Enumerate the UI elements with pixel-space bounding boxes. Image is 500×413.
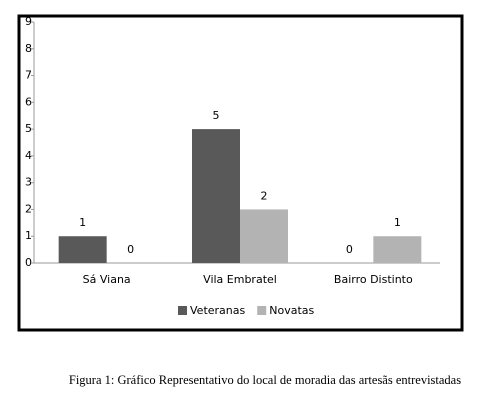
frame (17, 14, 464, 332)
bar (373, 236, 422, 263)
data-label: 0 (346, 243, 353, 256)
y-tick-label: 3 (25, 176, 32, 189)
data-label: 5 (213, 109, 220, 122)
legend-swatch (257, 306, 267, 315)
bar (58, 236, 107, 263)
y-tick-label: 5 (25, 122, 32, 135)
y-tick-label: 0 (25, 256, 32, 269)
x-tick-label: Vila Embratel (203, 273, 277, 286)
y-tick-label: 2 (25, 202, 32, 215)
data-label: 2 (261, 189, 268, 202)
y-tick-label: 1 (25, 229, 32, 242)
data-label: 1 (394, 216, 401, 229)
y-tick-label: 8 (25, 42, 32, 55)
legend-label: Novatas (269, 304, 314, 317)
caption: Figura 1: Gráfico Representativo do loca… (69, 373, 461, 387)
bar (240, 209, 288, 263)
data-label: 0 (127, 243, 134, 256)
data-label: 1 (79, 216, 86, 229)
y-tick-label: 4 (25, 149, 32, 162)
legend-label: Veteranas (190, 304, 245, 317)
x-tick-label: Sá Viana (83, 273, 131, 286)
y-tick-label: 9 (25, 15, 32, 28)
bar (192, 129, 240, 263)
y-tick-label: 6 (25, 95, 32, 108)
y-tick-label: 7 (25, 69, 32, 82)
x-tick-label: Bairro Distinto (334, 273, 413, 286)
legend-swatch (178, 306, 187, 315)
